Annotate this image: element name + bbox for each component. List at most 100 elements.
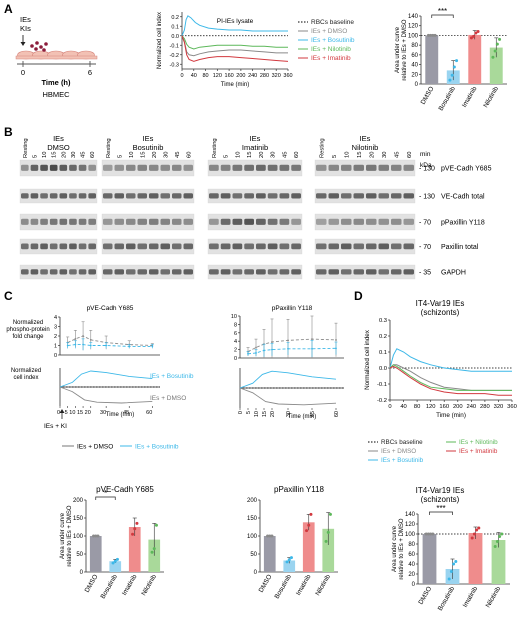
blot-band: [316, 243, 327, 250]
lane-label-45: 45: [175, 152, 181, 158]
series-line-ies-bosutinib: [239, 370, 337, 389]
blot-band: [378, 193, 389, 199]
blot-band: [137, 269, 147, 275]
y-axis-label: Area under curve: [392, 525, 398, 572]
series-line-ies-dmso: [67, 335, 153, 346]
lane-label-15: 15: [140, 152, 146, 158]
blot-band: [30, 218, 39, 225]
blot-band: [366, 243, 377, 250]
blot-band: [244, 218, 254, 225]
d-line-title-2: (schizonts): [421, 308, 460, 317]
blot-band: [366, 164, 377, 171]
y-tick-label: 8: [234, 322, 237, 328]
blot-band: [88, 218, 96, 225]
replicate-point: [491, 55, 495, 59]
x-tick-label: 60: [334, 411, 340, 417]
y-axis-label: Area under curve: [60, 512, 66, 559]
x-tick-label: 40: [191, 73, 197, 79]
replicate-point: [493, 49, 497, 53]
x-tick-label: 80: [202, 73, 208, 79]
data-point: [89, 344, 92, 347]
lane-label-20: 20: [61, 152, 67, 158]
blot-band: [114, 218, 124, 225]
blot-band: [267, 193, 278, 199]
blot-band: [232, 218, 243, 225]
data-point: [271, 341, 273, 343]
data-point: [74, 337, 77, 340]
blot-band: [267, 164, 278, 171]
blot-band: [49, 164, 58, 171]
c-bottom-ylabel-2: cell index: [13, 375, 38, 381]
blot-band: [137, 193, 147, 199]
y-axis-label: Normalized cell index: [157, 12, 163, 69]
x-tick-label: 0: [238, 411, 244, 414]
replicate-point: [113, 559, 117, 563]
category-label-nilotinib: Nilotinib: [482, 85, 500, 109]
blot-strip: [207, 264, 303, 280]
lane-label-45: 45: [282, 152, 288, 158]
replicate-point: [472, 34, 476, 38]
y-tick-label: 0.2: [171, 15, 179, 21]
y-tick-label: -0.1: [377, 382, 387, 388]
blot-band: [88, 243, 96, 250]
lane-label-20: 20: [259, 152, 265, 158]
schematic-cell-label: HBMEC: [42, 90, 70, 99]
blot-band: [220, 193, 231, 199]
lane-label-15: 15: [247, 152, 253, 158]
blot-band: [403, 218, 414, 225]
y-tick-label: 40: [411, 63, 418, 69]
x-tick-label: 240: [248, 73, 257, 79]
blot-band: [114, 243, 124, 250]
blot-band: [267, 218, 278, 225]
lane-label-resting: Resting: [23, 138, 29, 158]
lane-label-20: 20: [369, 152, 375, 158]
series-line-ies-bosutinib: [389, 348, 512, 372]
blot-band: [149, 269, 159, 275]
d-line-title-1: IT4-Var19 IEs: [416, 299, 465, 308]
blot-band: [209, 164, 219, 171]
blot-band: [126, 218, 136, 225]
data-point: [66, 344, 69, 347]
blot-band: [137, 243, 147, 250]
schematic-t0: 0: [21, 68, 25, 77]
blot-band: [244, 243, 254, 250]
infected-erythrocytes: [30, 41, 48, 52]
data-point: [255, 352, 257, 354]
lane-label-45: 45: [81, 152, 87, 158]
legend-entry-ies-bosutinib: IEs + Bosutinib: [311, 37, 355, 44]
blot-band: [69, 243, 77, 250]
blot-band: [353, 164, 364, 171]
lane-label-5: 5: [224, 155, 230, 158]
ie-dot: [39, 45, 43, 49]
ie-dot: [30, 44, 34, 48]
x-tick-label: 200: [236, 73, 245, 79]
series-line-ies-dmso: [247, 338, 337, 353]
y-tick-label: 0: [234, 356, 237, 362]
x-tick-label: 360: [507, 404, 517, 410]
blot-band: [279, 218, 290, 225]
category-label-imatinib: Imatinib: [461, 85, 479, 109]
blot-band: [21, 243, 29, 250]
replicate-point: [307, 523, 311, 527]
ie-dot: [35, 41, 39, 45]
replicate-point: [111, 561, 115, 565]
data-point: [105, 344, 108, 347]
chart-title: pVE-Cadh Y685: [96, 485, 154, 494]
lane-label-resting: Resting: [319, 138, 325, 158]
blot-band: [114, 193, 124, 199]
legend-entry-ies-dmso: IEs + DMSO: [381, 448, 416, 455]
category-label-bosutinib: Bosutinib: [437, 585, 457, 612]
bar-imatinib: [468, 533, 483, 584]
blot-band: [103, 218, 113, 225]
schematic-kis-label: KIs: [20, 24, 31, 33]
legend-entry-rbcs-baseline: RBCs baseline: [381, 439, 423, 446]
x-tick-label: 120: [213, 73, 222, 79]
y-tick-label: 3: [54, 325, 57, 331]
lane-label-10: 10: [344, 152, 350, 158]
replicate-point: [449, 570, 453, 573]
lane-label-30: 30: [163, 152, 169, 158]
bar-dmso: [425, 35, 439, 84]
y-tick-label: -0.2: [377, 398, 387, 404]
replicate-point: [429, 532, 433, 536]
y-tick-label: 0: [54, 353, 57, 359]
